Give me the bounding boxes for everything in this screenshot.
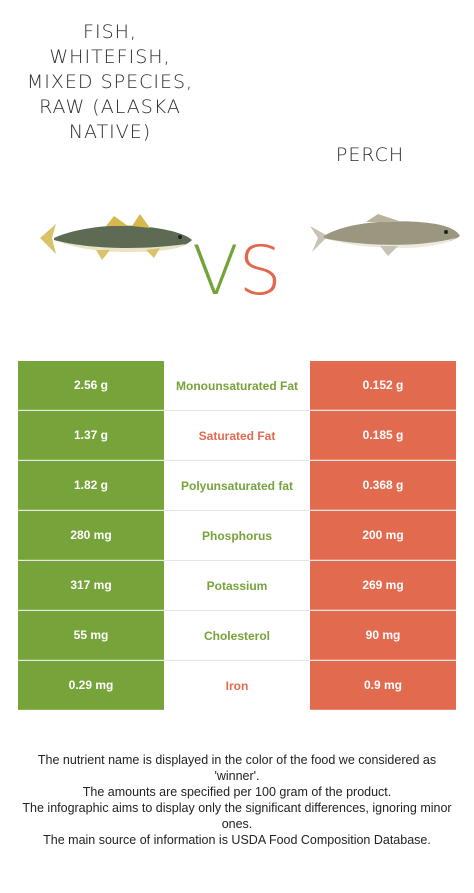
left-value: 0.29 mg [18, 661, 164, 710]
left-value: 2.56 g [18, 361, 164, 410]
left-value: 280 mg [18, 511, 164, 560]
whitefish-image [40, 214, 192, 260]
nutrient-name: Polyunsaturated fat [180, 478, 294, 493]
right-value: 0.9 mg [310, 661, 456, 710]
left-food-title: FISH, WHITEFISH, MIXED SPECIES, RAW (ALA… [26, 21, 194, 143]
perch-image [310, 214, 460, 256]
right-value: 0.185 g [310, 411, 456, 460]
table-row: 0.29 mg Iron 0.9 mg [18, 661, 456, 710]
right-value: 269 mg [310, 561, 456, 610]
left-value: 55 mg [18, 611, 164, 660]
footer-line: The infographic aims to display only the… [22, 801, 452, 831]
table-row: 2.56 g Monounsaturated Fat 0.152 g [18, 361, 456, 411]
table-row: 317 mg Potassium 269 mg [18, 561, 456, 611]
right-value: 200 mg [310, 511, 456, 560]
nutrient-name: Monounsaturated Fat [176, 378, 298, 393]
right-value: 0.152 g [310, 361, 456, 410]
nutrient-name: Iron [225, 678, 249, 693]
right-value: 0.368 g [310, 461, 456, 510]
versus-label: VS [192, 232, 282, 311]
left-value: 317 mg [18, 561, 164, 610]
table-row: 1.82 g Polyunsaturated fat 0.368 g [18, 461, 456, 511]
nutrient-name: Cholesterol [203, 628, 270, 643]
footer-notes: The nutrient name is displayed in the co… [20, 752, 454, 848]
table-row: 55 mg Cholesterol 90 mg [18, 611, 456, 661]
nutrient-name: Phosphorus [201, 528, 272, 543]
footer-line: The amounts are specified per 100 gram o… [82, 785, 392, 799]
right-food-title: PERCH [335, 144, 405, 166]
nutrient-name: Saturated Fat [198, 428, 276, 443]
footer-line: The main source of information is USDA F… [43, 833, 431, 847]
left-value: 1.37 g [18, 411, 164, 460]
comparison-table: 2.56 g Monounsaturated Fat 0.152 g 1.37 g Sa… [18, 361, 456, 710]
right-value: 90 mg [310, 611, 456, 660]
nutrient-name: Potassium [206, 578, 268, 593]
table-row: 280 mg Phosphorus 200 mg [18, 511, 456, 561]
table-row: 1.37 g Saturated Fat 0.185 g [18, 411, 456, 461]
footer-line: The nutrient name is displayed in the co… [37, 753, 437, 783]
left-value: 1.82 g [18, 461, 164, 510]
